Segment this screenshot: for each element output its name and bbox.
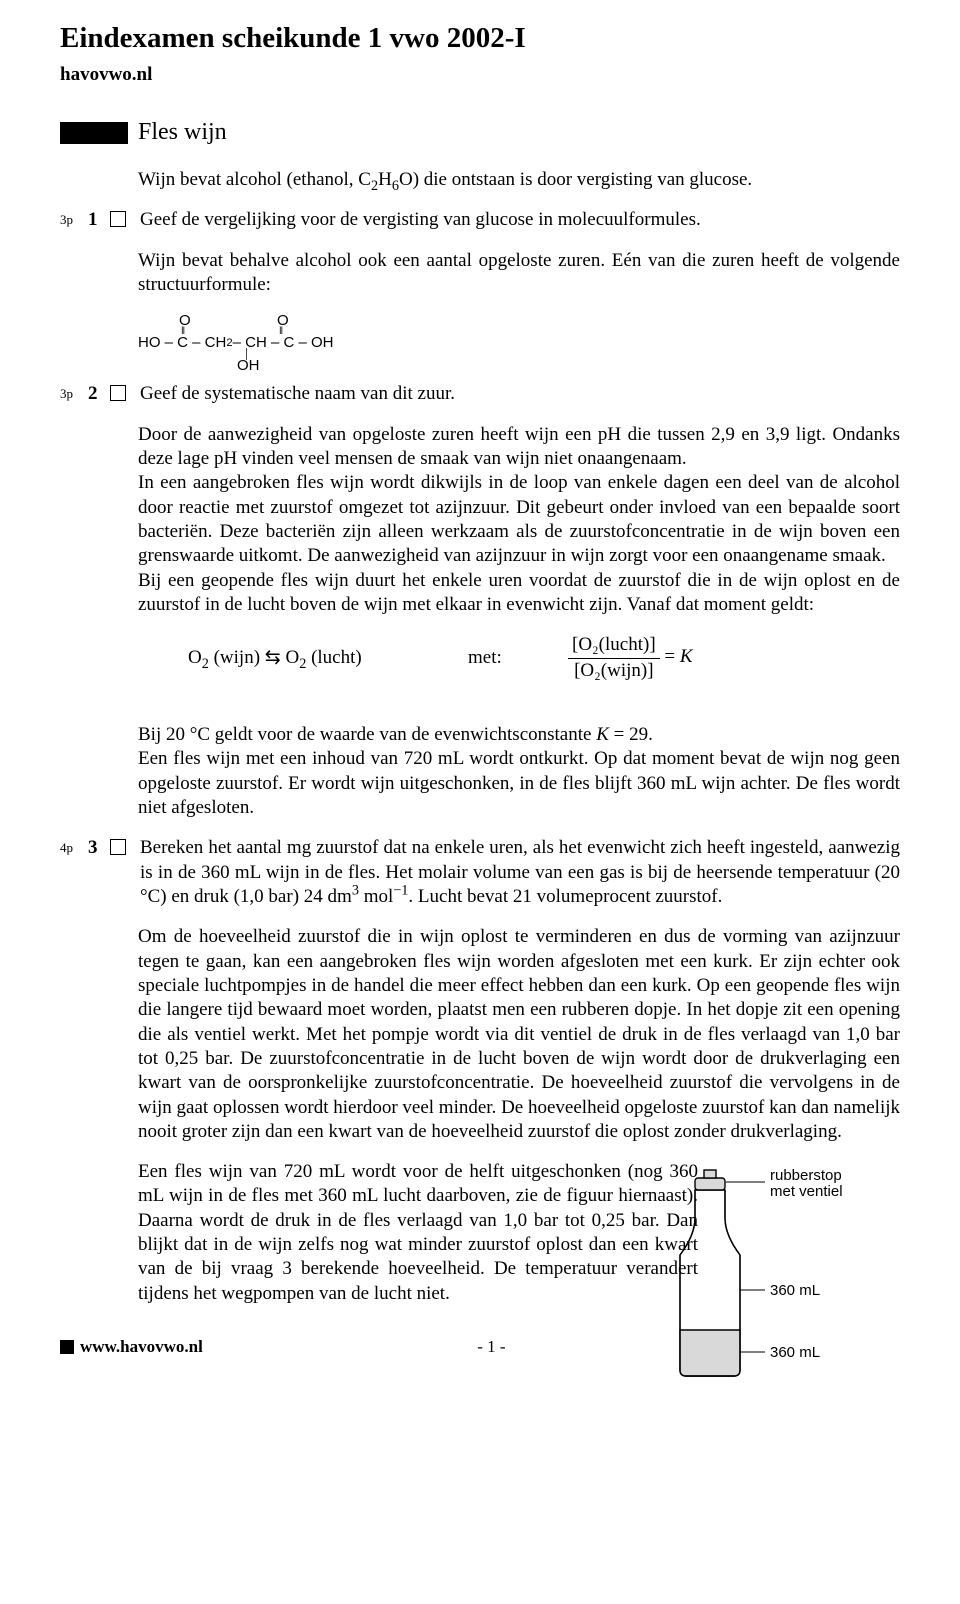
structural-formula: O O ǁ ǁ HO – C – CH2 – CH – C – OH │ OH	[138, 313, 900, 372]
page: Eindexamen scheikunde 1 vwo 2002-I havov…	[0, 0, 960, 1378]
eq-den: [O₂(wijn)]	[568, 658, 660, 683]
intro-sub2: 6	[392, 178, 399, 194]
q2-checkbox-icon	[110, 385, 126, 401]
para-k29: Bij 20 °C geldt voor de waarde van de ev…	[138, 699, 900, 821]
q3-number: 3	[88, 836, 110, 860]
q3-points: 4p	[60, 836, 88, 857]
q2-points: 3p	[60, 382, 88, 403]
eq-left: O2 (wijn) ⇆ O2 (lucht)	[138, 646, 468, 670]
question-3-row: 4p 3 Bereken het aantal mg zuurstof dat …	[60, 836, 900, 909]
intro-paragraph: Wijn bevat alcohol (ethanol, C2H6O) die …	[138, 168, 900, 192]
q1-text: Geef de vergelijking voor de vergisting …	[140, 208, 900, 232]
p4a: Bij 20 °C geldt voor de waarde van de ev…	[138, 724, 596, 745]
chem-dbl1: ǁ	[181, 327, 184, 337]
eq-met: met:	[468, 646, 568, 670]
question-2-row: 3p 2 Geef de systematische naam van dit …	[60, 382, 900, 406]
q2-text: Geef de systematische naam van dit zuur.	[140, 382, 900, 406]
eq-lc: (lucht)	[306, 647, 361, 668]
q1-number: 1	[88, 208, 110, 232]
eq-las: 2	[202, 656, 209, 672]
section-title: Fles wijn	[138, 117, 227, 148]
para-bottle-block: Een fles wijn van 720 mL wordt voor de h…	[138, 1160, 900, 1306]
bottle-diagram: rubberstop met ventiel 360 mL 360 mL	[660, 1160, 910, 1380]
chem-main-a: HO – C – CH	[138, 335, 226, 350]
eq-equals: =	[664, 646, 679, 667]
q1-checkbox-icon	[110, 211, 126, 227]
bottle-label-stopper-2: met ventiel	[770, 1183, 843, 1200]
q3s2: −1	[393, 883, 408, 899]
bottle-label-stopper-1: rubberstop	[770, 1167, 842, 1184]
section-marker-box	[60, 122, 128, 144]
chem-main-row: HO – C – CH2 – CH – C – OH	[138, 335, 900, 350]
eq-num: [O₂(lucht)]	[568, 633, 660, 657]
q3-text: Bereken het aantal mg zuurstof dat na en…	[140, 836, 900, 909]
para-structuurformule: Wijn bevat behalve alcohol ook een aanta…	[138, 249, 900, 298]
bottle-label-360a: 360 mL	[770, 1282, 820, 1299]
q3-checkbox-icon	[110, 839, 126, 855]
section-heading-row: Fles wijn	[60, 117, 900, 148]
q3b: mol	[359, 886, 393, 907]
eq-frac: [O₂(lucht)] [O₂(wijn)]	[568, 633, 660, 683]
chem-dbl2: ǁ	[279, 327, 282, 337]
eq-fraction: [O₂(lucht)] [O₂(wijn)] = K	[568, 633, 693, 683]
footer-marker-icon	[60, 1340, 74, 1354]
eq-K: K	[680, 646, 693, 667]
chem-oh: OH	[237, 358, 260, 373]
question-1-row: 3p 1 Geef de vergelijking voor de vergis…	[60, 208, 900, 232]
para-bottle-text: Een fles wijn van 720 mL wordt voor de h…	[138, 1160, 698, 1306]
intro-m: H	[378, 169, 392, 190]
intro-e: O) die ontstaan is door vergisting van g…	[399, 169, 752, 190]
intro-a: Wijn bevat alcohol (ethanol, C	[138, 169, 371, 190]
q1-points: 3p	[60, 208, 88, 229]
footer-site: www.havovwo.nl	[80, 1336, 203, 1358]
site-label: havovwo.nl	[60, 63, 900, 87]
para-context: Door de aanwezigheid van opgeloste zuren…	[138, 423, 900, 618]
p4K: K	[596, 724, 609, 745]
para-pump: Om de hoeveelheid zuurstof die in wijn o…	[138, 925, 900, 1144]
eq-la: O	[188, 647, 202, 668]
q3s1: 3	[352, 883, 359, 899]
equilibrium-equation: O2 (wijn) ⇆ O2 (lucht) met: [O₂(lucht)] …	[138, 633, 900, 683]
q2-number: 2	[88, 382, 110, 406]
q3c: . Lucht bevat 21 volumeprocent zuurstof.	[408, 886, 722, 907]
exam-title: Eindexamen scheikunde 1 vwo 2002-I	[60, 20, 900, 57]
eq-lb: (wijn) ⇆ O	[209, 647, 299, 668]
bottle-label-360b: 360 mL	[770, 1344, 820, 1361]
